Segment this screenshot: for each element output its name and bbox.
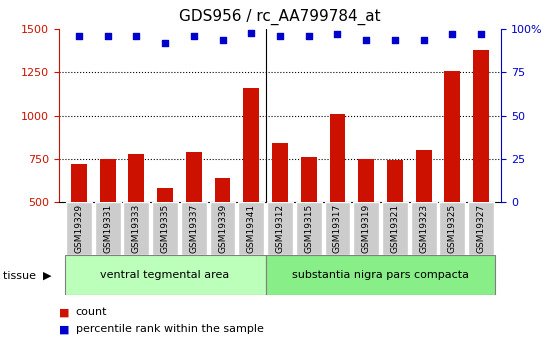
Point <box>333 32 342 37</box>
Text: GSM19339: GSM19339 <box>218 204 227 253</box>
Point <box>448 32 457 37</box>
Bar <box>157 188 173 202</box>
Point <box>390 37 399 42</box>
Bar <box>66 202 92 255</box>
Text: substantia nigra pars compacta: substantia nigra pars compacta <box>292 270 469 280</box>
Bar <box>152 202 178 255</box>
Text: GSM19312: GSM19312 <box>276 204 284 253</box>
Text: GSM19317: GSM19317 <box>333 204 342 253</box>
Text: ■: ■ <box>59 307 69 317</box>
Point <box>189 33 198 39</box>
Text: GSM19341: GSM19341 <box>247 204 256 253</box>
Bar <box>301 157 316 202</box>
Bar <box>387 160 403 202</box>
Bar <box>239 202 264 255</box>
Point <box>419 37 428 42</box>
Bar <box>123 202 150 255</box>
Bar <box>353 202 379 255</box>
Bar <box>181 202 207 255</box>
Point <box>304 33 313 39</box>
Point <box>362 37 371 42</box>
Bar <box>214 178 231 202</box>
Text: GSM19315: GSM19315 <box>304 204 313 253</box>
Bar <box>267 202 293 255</box>
Bar <box>416 150 432 202</box>
Bar <box>445 71 460 202</box>
Bar <box>329 114 346 202</box>
Point <box>218 37 227 42</box>
Point <box>74 33 83 39</box>
Bar <box>100 159 115 202</box>
Text: GSM19335: GSM19335 <box>161 204 170 253</box>
Point <box>276 33 284 39</box>
Text: GSM19327: GSM19327 <box>477 204 486 253</box>
Point <box>103 33 112 39</box>
Bar <box>473 50 489 202</box>
Text: GSM19337: GSM19337 <box>189 204 198 253</box>
Text: GSM19321: GSM19321 <box>390 204 399 253</box>
Bar <box>410 202 437 255</box>
Bar <box>325 202 351 255</box>
Bar <box>358 159 374 202</box>
Text: count: count <box>76 307 107 317</box>
Text: GSM19319: GSM19319 <box>362 204 371 253</box>
Bar <box>440 202 465 255</box>
Text: GSM19333: GSM19333 <box>132 204 141 253</box>
Bar <box>468 202 494 255</box>
Text: ventral tegmental area: ventral tegmental area <box>100 270 230 280</box>
Bar <box>186 152 202 202</box>
Text: GSM19323: GSM19323 <box>419 204 428 253</box>
Point <box>247 30 256 36</box>
Bar <box>71 164 87 202</box>
Point <box>477 32 486 37</box>
Bar <box>382 202 408 255</box>
Text: GDS956 / rc_AA799784_at: GDS956 / rc_AA799784_at <box>179 9 381 25</box>
Text: ■: ■ <box>59 325 69 334</box>
Text: GSM19331: GSM19331 <box>103 204 112 253</box>
Point <box>132 33 141 39</box>
Text: percentile rank within the sample: percentile rank within the sample <box>76 325 263 334</box>
Bar <box>209 202 235 255</box>
Bar <box>95 202 120 255</box>
Bar <box>265 255 496 295</box>
Text: GSM19325: GSM19325 <box>448 204 457 253</box>
Text: tissue  ▶: tissue ▶ <box>3 271 52 281</box>
Bar <box>244 88 259 202</box>
Bar <box>272 143 288 202</box>
Bar <box>296 202 321 255</box>
Point <box>161 40 170 46</box>
Bar <box>64 255 265 295</box>
Bar <box>128 154 144 202</box>
Text: GSM19329: GSM19329 <box>74 204 83 253</box>
